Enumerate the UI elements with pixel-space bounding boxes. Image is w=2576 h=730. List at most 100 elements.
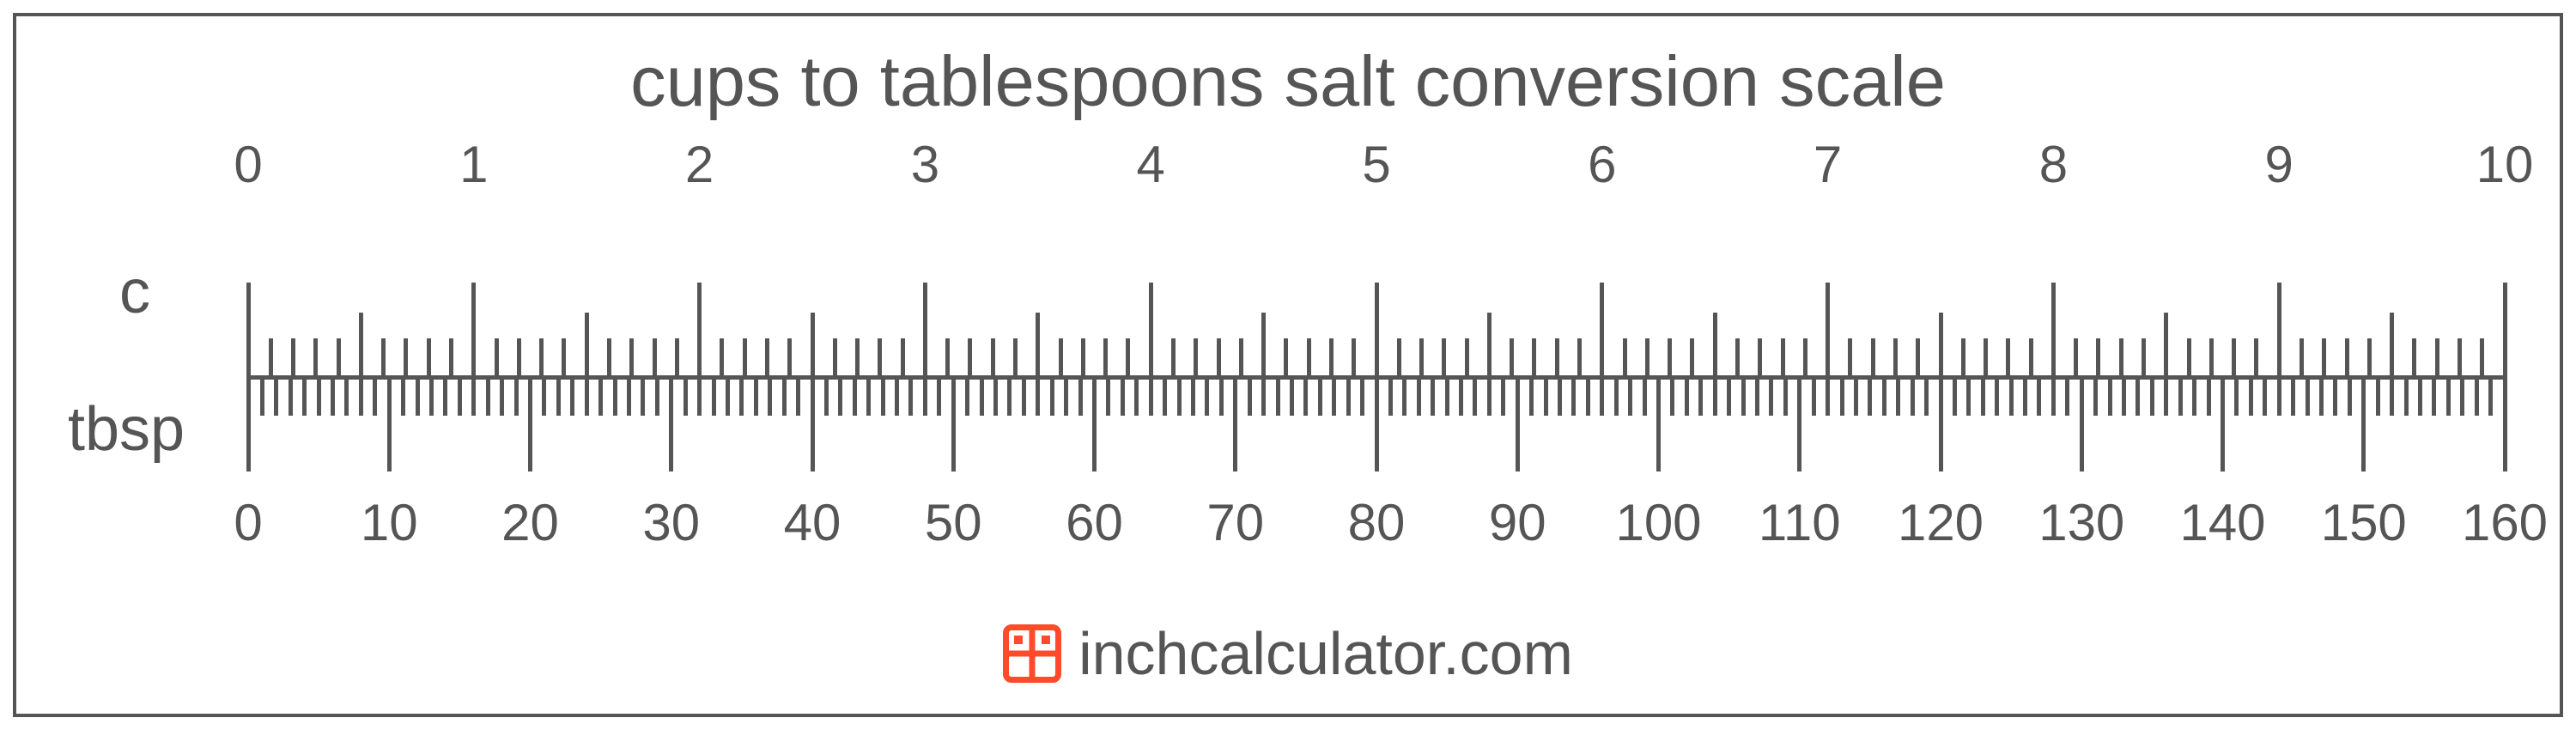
tick-top xyxy=(2254,338,2258,377)
tick-bottom xyxy=(2080,377,2084,471)
tick-bottom xyxy=(2108,377,2112,416)
tick-top xyxy=(991,338,995,377)
tick-top xyxy=(2367,338,2372,377)
tick-top xyxy=(449,338,453,377)
tick-bottom xyxy=(2319,377,2324,416)
tick-bottom xyxy=(1388,377,1393,416)
tick-bottom xyxy=(1121,377,1125,416)
footer: inchcalculator.com xyxy=(16,619,2560,688)
tick-bottom xyxy=(1516,377,1520,471)
tick-bottom xyxy=(2122,377,2126,416)
tick-bottom xyxy=(669,377,673,471)
tick-top xyxy=(1465,338,1469,377)
tick-bottom xyxy=(1318,377,1322,416)
tick-top xyxy=(1532,338,1536,377)
tick-top xyxy=(1103,338,1108,377)
tick-bottom xyxy=(1529,377,1534,416)
tick-label-tbsp: 160 xyxy=(2462,493,2548,552)
tick-bottom xyxy=(782,377,787,416)
tick-top xyxy=(337,338,341,377)
tick-bottom xyxy=(1628,377,1632,416)
tick-bottom xyxy=(1233,377,1237,471)
tick-top xyxy=(1284,338,1288,377)
tick-bottom xyxy=(697,377,702,416)
tick-label-tbsp: 150 xyxy=(2321,493,2407,552)
diagram-frame: cups to tablespoons salt conversion scal… xyxy=(13,13,2563,717)
tick-label-tbsp: 140 xyxy=(2179,493,2265,552)
tick-bottom xyxy=(2263,377,2267,416)
tick-bottom xyxy=(768,377,772,416)
tick-bottom xyxy=(2037,377,2041,416)
tick-label-tbsp: 50 xyxy=(925,493,982,552)
tick-bottom xyxy=(1727,377,1731,416)
tick-bottom xyxy=(1332,377,1336,416)
tick-bottom xyxy=(1219,377,1224,416)
tick-bottom xyxy=(1854,377,1858,416)
tick-bottom xyxy=(2192,377,2196,416)
tick-bottom xyxy=(627,377,631,416)
tick-bottom xyxy=(1826,377,1830,416)
tick-bottom xyxy=(1473,377,1477,416)
tick-bottom xyxy=(866,377,871,416)
tick-top xyxy=(1352,338,1356,377)
tick-top xyxy=(2412,338,2416,377)
tick-bottom xyxy=(908,377,913,416)
tick-bottom xyxy=(1953,377,1957,416)
tick-bottom xyxy=(965,377,969,416)
tick-bottom xyxy=(1191,377,1195,416)
tick-bottom xyxy=(443,377,447,416)
tick-bottom xyxy=(1078,377,1083,416)
tick-top xyxy=(720,338,724,377)
tick-top xyxy=(2029,338,2033,377)
tick-bottom xyxy=(980,377,984,416)
tick-top xyxy=(1781,338,1785,377)
tick-bottom xyxy=(359,377,363,416)
tick-top xyxy=(1307,338,1311,377)
tick-bottom xyxy=(429,377,434,416)
tick-bottom xyxy=(2065,377,2069,416)
tick-top xyxy=(2480,338,2484,377)
tick-bottom xyxy=(1558,377,1562,416)
tick-bottom xyxy=(1656,377,1661,471)
tick-bottom xyxy=(1163,377,1167,416)
calculator-logo-icon xyxy=(1003,624,1061,683)
tick-bottom xyxy=(387,377,392,471)
tick-bottom xyxy=(1643,377,1647,416)
tick-bottom xyxy=(2023,377,2027,416)
tick-bottom xyxy=(1487,377,1492,416)
tick-bottom xyxy=(1036,377,1040,416)
tick-bottom xyxy=(895,377,899,416)
tick-top xyxy=(1735,338,1740,377)
tick-bottom xyxy=(1755,377,1759,416)
tick-top xyxy=(2119,338,2123,377)
tick-top xyxy=(1487,313,1492,377)
tick-bottom xyxy=(1600,377,1604,416)
tick-label-tbsp: 110 xyxy=(1759,493,1841,552)
tick-bottom xyxy=(2348,377,2352,416)
tick-top xyxy=(1848,338,1852,377)
tick-bottom xyxy=(289,377,293,416)
tick-bottom xyxy=(401,377,405,416)
tick-top xyxy=(923,283,927,377)
tick-top xyxy=(1126,338,1130,377)
tick-bottom xyxy=(1177,377,1182,416)
tick-top xyxy=(1510,338,1514,377)
tick-top xyxy=(2232,338,2236,377)
tick-bottom xyxy=(655,377,659,416)
tick-top xyxy=(1239,338,1243,377)
tick-top xyxy=(787,338,792,377)
tick-bottom xyxy=(2418,377,2422,416)
tick-bottom xyxy=(1924,377,1929,416)
tick-bottom xyxy=(1995,377,1999,416)
tick-bottom xyxy=(1092,377,1097,471)
tick-top xyxy=(246,283,251,377)
tick-bottom xyxy=(1431,377,1435,416)
tick-bottom xyxy=(2277,377,2281,416)
tick-bottom xyxy=(811,377,815,471)
tick-bottom xyxy=(260,377,264,416)
tick-bottom xyxy=(1882,377,1886,416)
tick-top xyxy=(1826,283,1830,377)
tick-top xyxy=(427,338,431,377)
tick-top xyxy=(291,338,295,377)
tick-bottom xyxy=(246,377,251,471)
